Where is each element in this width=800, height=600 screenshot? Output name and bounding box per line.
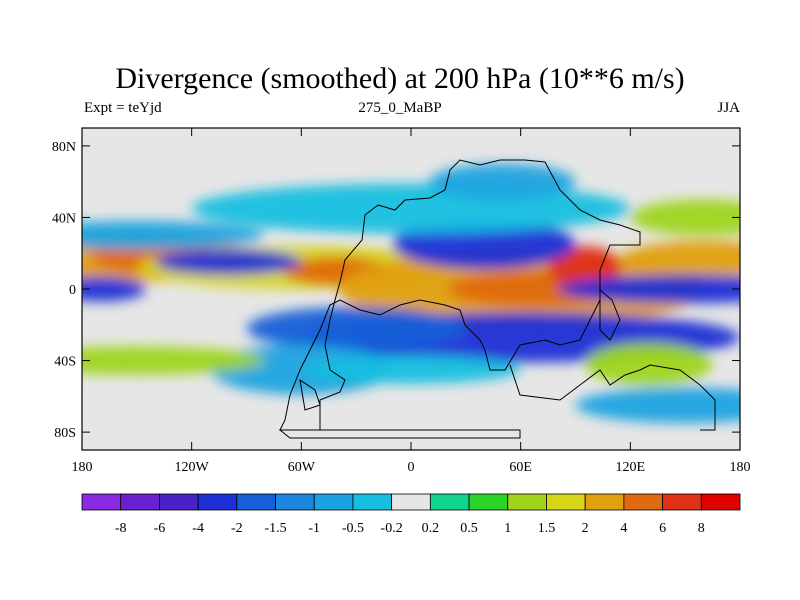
colorbar-label: -4 [192, 521, 204, 536]
divergence-field [82, 163, 740, 424]
season-label: JJA [717, 100, 740, 116]
colorbar-label: 8 [698, 521, 705, 536]
colorbar-label: 4 [620, 521, 627, 536]
chart-title: Divergence (smoothed) at 200 hPa (10**6 … [115, 62, 685, 95]
field-region [155, 249, 302, 275]
colorbar-swatch [507, 493, 547, 511]
field-region [621, 240, 740, 277]
colorbar-label: -1 [308, 521, 320, 536]
plot-area [81, 127, 741, 451]
colorbar-label: -0.2 [381, 521, 403, 536]
x-tick-label: 0 [408, 460, 415, 475]
colorbar-swatch [81, 493, 122, 511]
colorbar-label: 0.2 [422, 521, 440, 536]
colorbar-swatch [584, 493, 625, 511]
colorbar-swatch [236, 493, 276, 511]
field-region [82, 346, 265, 375]
x-tick-label: 120W [175, 460, 210, 475]
field-region [301, 355, 521, 384]
colorbar-swatch [391, 493, 431, 511]
y-tick-label: 80S [54, 426, 76, 441]
coastline [278, 159, 716, 439]
colorbar-swatch [313, 493, 354, 511]
colorbar-label: -2 [231, 521, 243, 536]
colorbar-label: 0.5 [460, 521, 478, 536]
colorbar-label: -8 [115, 521, 127, 536]
colorbar-swatch [197, 493, 238, 511]
field-region [429, 163, 576, 200]
field-region [630, 199, 740, 236]
colorbar-label: 6 [659, 521, 666, 536]
field-region [584, 342, 713, 386]
period-label: 275_0_MaBP [358, 100, 442, 116]
x-tick-label: 60W [288, 460, 316, 475]
colorbar-swatch [120, 493, 160, 511]
experiment-label: Expt = teYjd [84, 100, 162, 116]
x-axis: 180 120W 60W 0 60E 120E 180 [72, 128, 751, 475]
colorbar-label: 2 [582, 521, 589, 536]
colorbar-label: -1.5 [264, 521, 286, 536]
colorbar-label: -6 [154, 521, 166, 536]
y-tick-label: 40N [52, 211, 76, 226]
colorbar-swatch [352, 493, 393, 511]
colorbar-swatch [623, 493, 663, 511]
colorbar-swatch [159, 493, 199, 511]
colorbar-swatch [662, 493, 702, 511]
x-tick-label: 180 [72, 460, 93, 475]
y-tick-label: 0 [69, 283, 76, 298]
colorbar-swatch [546, 493, 586, 511]
colorbar-label: 1 [504, 521, 511, 536]
x-tick-label: 120E [616, 460, 646, 475]
y-tick-label: 40S [54, 355, 76, 370]
field-region [82, 276, 146, 302]
field-region [82, 221, 265, 250]
y-axis: 80N 40N 0 40S 80S [52, 140, 740, 441]
field-region [575, 387, 740, 424]
field-region [557, 274, 740, 304]
colorbar-swatch [468, 493, 509, 511]
colorbar-label: 1.5 [538, 521, 556, 536]
colorbar-swatch [429, 493, 470, 511]
x-tick-label: 180 [730, 460, 751, 475]
colorbar-swatch [275, 493, 315, 511]
x-tick-label: 60E [509, 460, 532, 475]
field-region [246, 306, 466, 350]
y-tick-label: 80N [52, 140, 76, 155]
colorbar-swatch [700, 493, 741, 511]
colorbar-label: -0.5 [342, 521, 364, 536]
colorbar: -8 -6 -4 -2 -1.5 -1 -0.5 -0.2 0.2 0.5 1 1.5 2 4 6 8 [81, 493, 741, 536]
